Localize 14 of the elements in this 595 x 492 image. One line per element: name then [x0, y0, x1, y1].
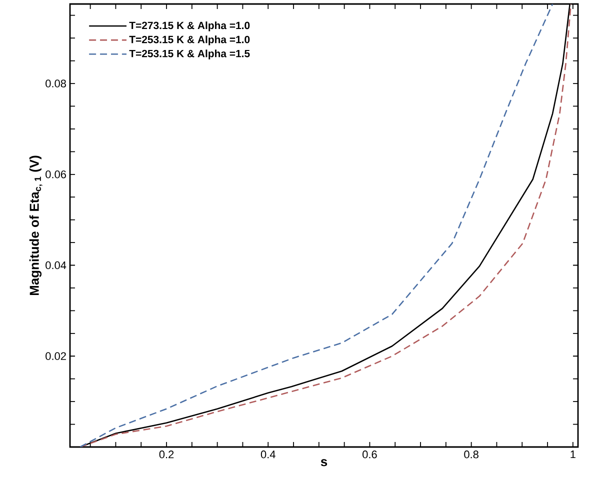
y-axis-title: Magnitude of Eta$_{c, 1}$ (V) — [29, 156, 42, 296]
x-tick-label: 0.4 — [260, 450, 276, 458]
y-tick-label: 0.04 — [46, 261, 66, 270]
x-tick-label: 0.2 — [159, 450, 174, 458]
x-tick-label: 1 — [570, 450, 576, 458]
legend-label: T=253.15 K & Alpha =1.0 — [129, 36, 250, 46]
legend-label: T=253.15 K & Alpha =1.5 — [129, 50, 250, 60]
x-axis-title: s — [320, 459, 328, 466]
legend-label: T=273.15 K & Alpha =1.0 — [129, 21, 250, 32]
x-tick-label: 0.6 — [362, 450, 377, 458]
x-tick-label: 0.8 — [464, 450, 478, 458]
y-tick-label: 0.02 — [46, 352, 66, 360]
y-tick-label: 0.06 — [46, 170, 66, 178]
y-tick-label: 0.08 — [46, 80, 66, 88]
